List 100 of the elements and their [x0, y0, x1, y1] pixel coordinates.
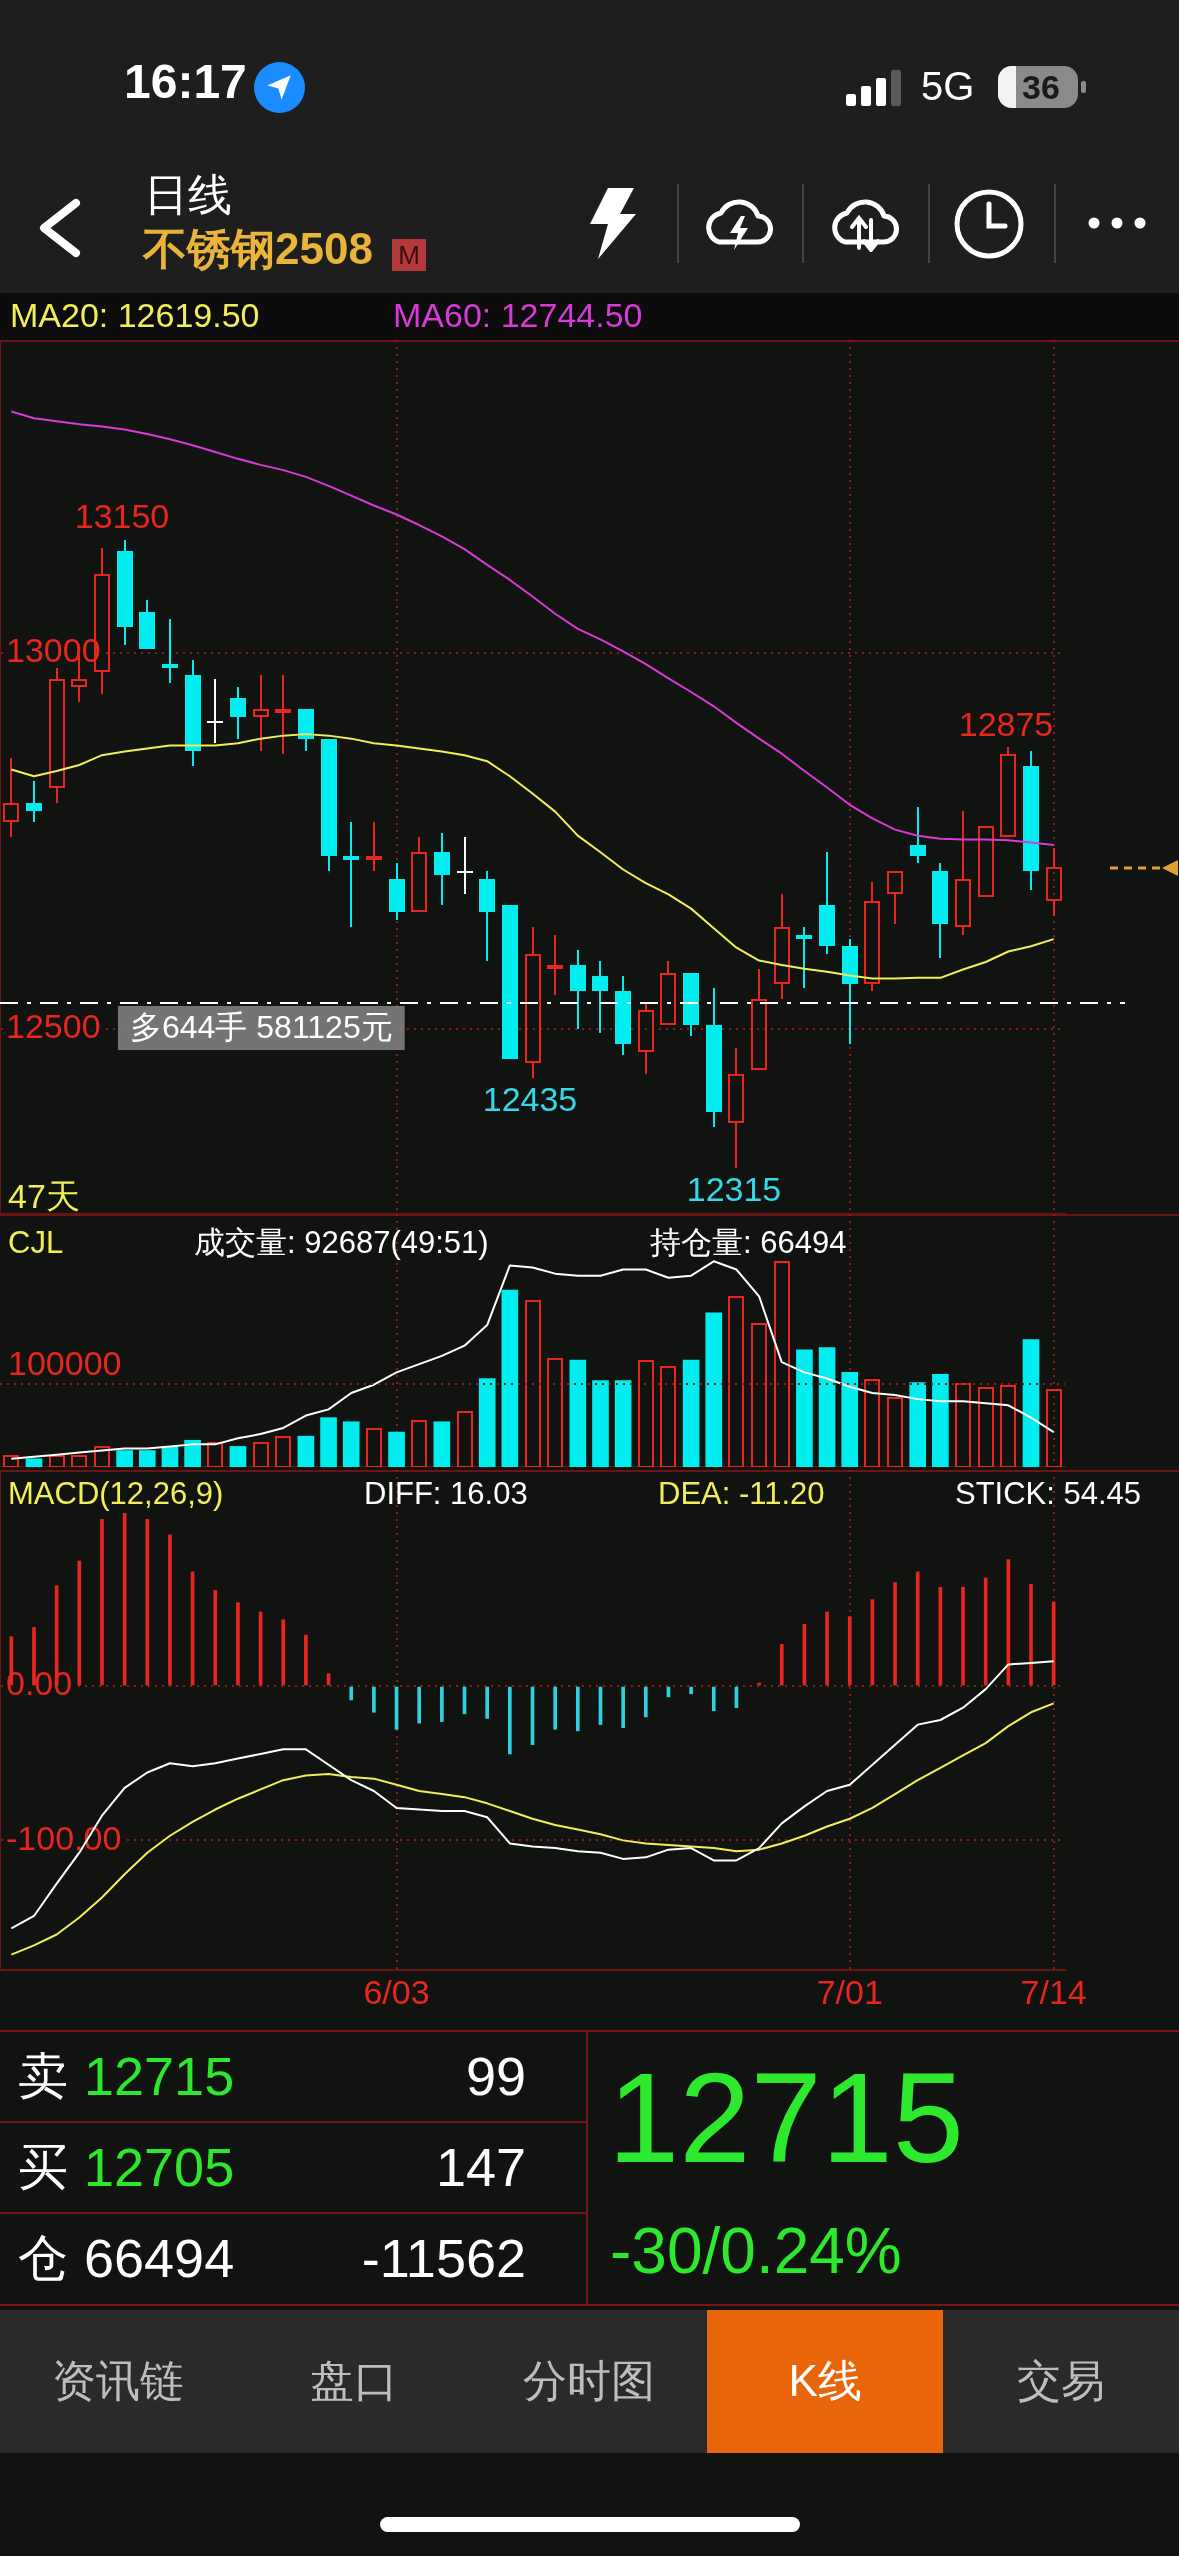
text: 36 [1022, 68, 1060, 106]
bar [887, 1397, 903, 1467]
bar [978, 1387, 994, 1467]
bar [1000, 1385, 1016, 1467]
text: 99 [465, 2046, 526, 2106]
candlestick [139, 600, 155, 649]
bar [138, 1450, 156, 1467]
annotation: 47天 [8, 1177, 80, 1215]
text: 12715 [84, 2046, 235, 2106]
candlestick [592, 961, 608, 1033]
candlestick [389, 863, 405, 920]
candlestick [434, 833, 450, 905]
candlestick [275, 675, 291, 754]
candlestick [502, 905, 518, 1059]
bar [660, 1366, 676, 1467]
bar [638, 1360, 654, 1467]
annotation: 12875 [958, 705, 1054, 743]
bar [207, 1442, 223, 1467]
candlestick [547, 935, 563, 995]
text: 66494 [84, 2228, 235, 2288]
text: 卖 [18, 2048, 68, 2104]
bar [253, 1442, 269, 1467]
text: 5G [921, 64, 975, 108]
bar [71, 1455, 87, 1467]
candlestick [751, 969, 767, 1070]
annotation: 12315 [686, 1170, 782, 1208]
bar [3, 1455, 19, 1467]
bar [818, 1347, 836, 1467]
candlestick [660, 961, 676, 1025]
candlestick [230, 687, 246, 739]
candlestick [819, 852, 835, 954]
bar [547, 1358, 563, 1467]
candlestick [1000, 747, 1016, 837]
bar [366, 1428, 382, 1467]
bar [955, 1383, 971, 1467]
candlestick [366, 822, 382, 871]
bar [796, 1349, 813, 1467]
annotation: 13150 [74, 497, 170, 535]
x-tick-label: 6/03 [363, 1972, 430, 2011]
bar [49, 1455, 65, 1467]
text: 交易 [1017, 2356, 1106, 2406]
candlestick [321, 739, 337, 871]
bar [94, 1446, 110, 1467]
candlestick [570, 950, 586, 1029]
bar [229, 1446, 247, 1467]
text: 成交量: 92687(49:51) [194, 1225, 489, 1261]
candlestick [796, 927, 812, 988]
text: MA60: 12744.50 [393, 296, 643, 335]
bar [751, 1323, 767, 1467]
candlestick [706, 988, 722, 1127]
text: MA20: 12619.50 [10, 296, 260, 335]
candlestick [298, 709, 314, 751]
bar [728, 1296, 744, 1467]
bar [184, 1439, 201, 1467]
bar [1022, 1339, 1040, 1467]
text: 持仓量: 66494 [650, 1225, 847, 1261]
annotation: 100000 [8, 1344, 122, 1382]
candlestick [842, 939, 858, 1044]
text: DIFF: 16.03 [364, 1476, 528, 1512]
bar [682, 1359, 700, 1467]
candlestick [253, 675, 269, 751]
bar [411, 1420, 427, 1467]
candlestick [525, 927, 541, 1078]
ref-line-label: 多644手 581125元 [130, 1008, 393, 1045]
bar [569, 1359, 587, 1467]
annotation: STICK: 54.45 [955, 1476, 1142, 1512]
bar [592, 1380, 609, 1467]
bar [774, 1261, 790, 1467]
candlestick [683, 973, 699, 1036]
text: 16:17 [124, 55, 247, 108]
bar [614, 1380, 632, 1467]
text: 12715 [608, 2046, 964, 2189]
text: 买 [18, 2139, 68, 2195]
text: 仓 [18, 2230, 68, 2286]
bar [297, 1435, 315, 1467]
candlestick [457, 837, 473, 894]
text: DEA: -11.20 [658, 1476, 825, 1512]
bar [864, 1379, 880, 1467]
bar [275, 1436, 291, 1467]
candlestick [910, 807, 926, 863]
bar [501, 1289, 519, 1467]
bar [320, 1417, 337, 1467]
candlestick [207, 679, 223, 743]
y-tick-label: 12500 [6, 1007, 101, 1046]
candlestick [185, 660, 201, 766]
candlestick [728, 1048, 744, 1168]
bar [433, 1421, 451, 1467]
candlestick [615, 976, 631, 1055]
bar [1046, 1389, 1062, 1467]
text: 12705 [84, 2137, 235, 2197]
candlestick [955, 811, 971, 935]
text: -11562 [361, 2228, 526, 2288]
bar [161, 1446, 179, 1467]
text: 日线 [144, 170, 232, 219]
bar [457, 1411, 473, 1467]
text: 分时图 [523, 2356, 656, 2406]
bar [342, 1421, 360, 1467]
bar [25, 1458, 43, 1467]
candlestick [162, 619, 178, 683]
candlestick [26, 781, 42, 822]
